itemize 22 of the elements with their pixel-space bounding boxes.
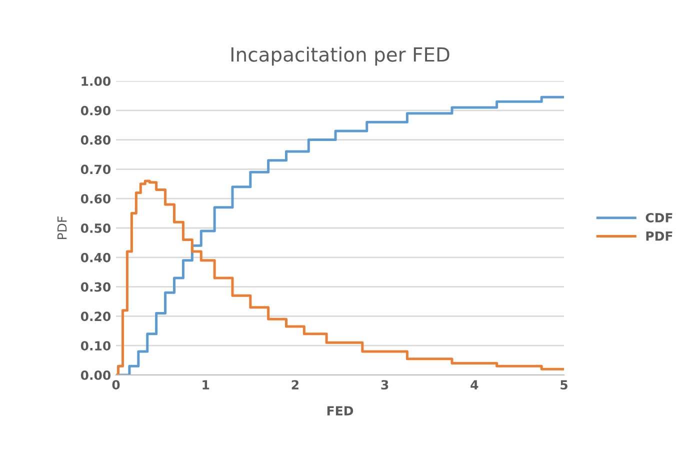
y-tick-label: 0.20 (80, 312, 111, 322)
x-tick-label: 2 (292, 380, 298, 390)
x-tick-label: 0 (112, 380, 120, 390)
x-tick-label: 3 (381, 380, 388, 390)
x-tick-label: 1 (202, 380, 210, 390)
y-axis-title: PDF (57, 216, 67, 239)
y-tick-label: 0.70 (80, 164, 111, 174)
y-tick-label: 0.30 (80, 282, 111, 292)
x-tick-label: 5 (560, 380, 568, 390)
y-tick-label: 0.50 (80, 223, 111, 233)
y-tick-label: 0.00 (80, 370, 111, 380)
y-tick-label: 0.80 (80, 135, 111, 145)
x-tick-label: 4 (470, 380, 478, 390)
y-tick-label: 0.40 (80, 252, 111, 262)
y-tick-label: 0.60 (80, 194, 111, 204)
chart-title: Incapacitation per FED (231, 46, 450, 66)
legend-label: CDF (646, 213, 672, 222)
x-axis-title: FED (327, 406, 354, 416)
y-tick-label: 0.10 (80, 341, 111, 351)
y-tick-label: 1.00 (82, 76, 111, 86)
y-tick-label: 0.90 (80, 106, 111, 116)
legend-label: PDF (646, 232, 672, 241)
